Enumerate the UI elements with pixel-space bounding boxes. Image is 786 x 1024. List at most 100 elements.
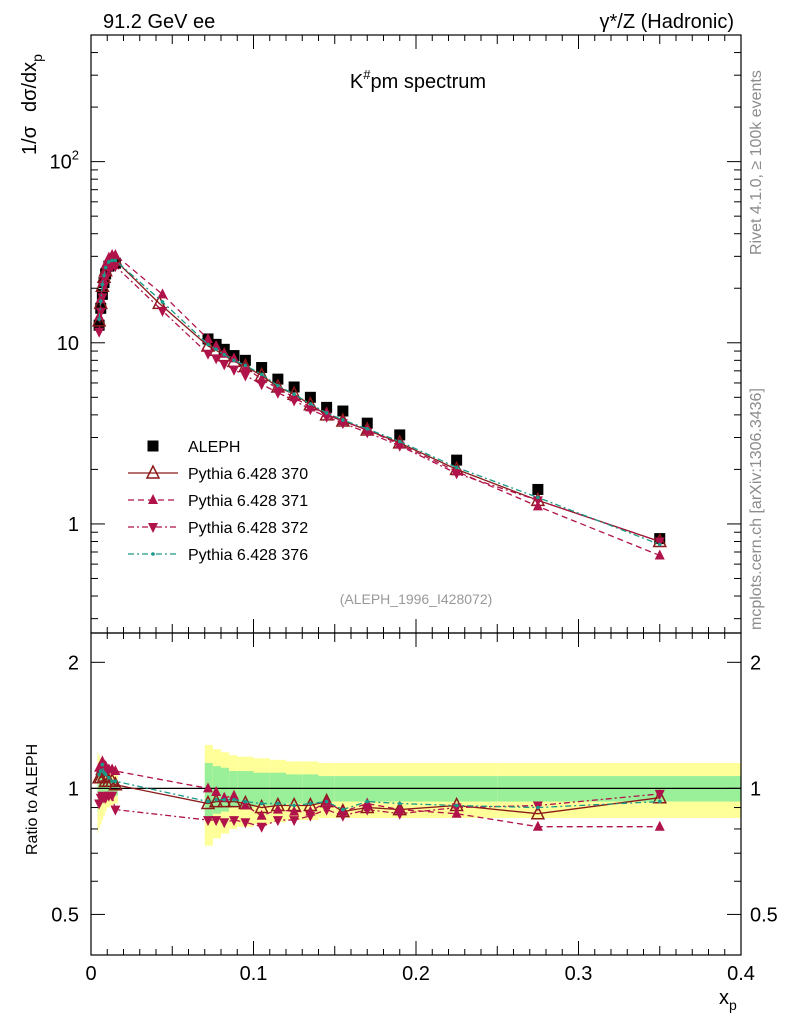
ratio-point: [337, 811, 348, 822]
ratio-point: [272, 816, 283, 827]
ratio-point: [394, 809, 405, 820]
ratio-point: [654, 789, 665, 800]
data-point: [451, 469, 462, 480]
header-left: 91.2 GeV ee: [103, 11, 215, 33]
ratio-point: [654, 820, 665, 831]
data-point: [100, 282, 105, 287]
ratio-point: [211, 816, 222, 827]
data-point: [102, 273, 106, 278]
data-point: [95, 307, 106, 318]
ratio-point: [113, 779, 118, 784]
data-point: [365, 427, 370, 431]
y-tick-label-base: 1: [68, 514, 79, 536]
data-point: [289, 396, 300, 407]
legend-entry: Pythia 6.428 371: [128, 493, 308, 510]
ratio-point: [530, 805, 546, 820]
legend-label: Pythia 6.428 371: [188, 493, 308, 510]
legend-entry: Pythia 6.428 370: [128, 464, 308, 483]
y-tick-label-base: 10: [50, 152, 72, 174]
data-point: [532, 496, 543, 507]
ratio-point: [454, 803, 459, 808]
legend: ALEPH Pythia 6.428 370 Pythia 6.428 371 Pyt…: [128, 439, 308, 564]
ratio-point: [397, 801, 402, 806]
stat-uncertainty-band: [99, 772, 102, 806]
main-panel-frame: [90, 34, 742, 634]
ratio-point: [110, 765, 121, 776]
data-point: [337, 405, 349, 417]
series-pythia-6-428-376: [97, 258, 662, 547]
data-point: [532, 483, 544, 495]
legend-marker: [147, 440, 159, 452]
x-axis-label: xp: [719, 987, 737, 1013]
data-point: [240, 371, 251, 382]
y-tick-label: 102: [50, 148, 79, 174]
data-point: [305, 405, 316, 416]
data-point: [654, 537, 665, 548]
ratio-point: [94, 799, 105, 810]
ratio-point: [292, 803, 296, 808]
ratio-point: [214, 797, 218, 802]
ratio-point: [289, 816, 300, 827]
data-point: [229, 352, 239, 363]
ratio-point: [256, 809, 267, 820]
title-sup: #: [363, 67, 371, 82]
ratio-point: [256, 822, 267, 833]
ratio-point: [341, 807, 345, 812]
x-tick-label: 0.2: [402, 963, 430, 985]
ratio-point: [103, 772, 108, 777]
data-point: [203, 349, 213, 360]
legend-entry: Pythia 6.428 376: [128, 547, 308, 564]
legend-marker: [151, 552, 155, 556]
rivet-version-label: Rivet 4.1.0, ≥ 100k events: [748, 70, 765, 255]
ratio-y-tick-label-right: 2: [750, 652, 761, 674]
y-tick-label-base: 10: [57, 333, 79, 355]
data-point: [454, 465, 459, 470]
ratio-point: [107, 775, 111, 780]
ratio-point: [229, 816, 239, 827]
data-point: [451, 454, 463, 466]
data-point: [219, 360, 230, 371]
ratio-point: [240, 818, 251, 829]
ratio-point: [229, 789, 239, 800]
legend-label: Pythia 6.428 372: [188, 520, 308, 537]
data-point: [219, 347, 230, 358]
xlabel-main: x: [719, 987, 729, 1009]
ratio-point: [107, 791, 118, 802]
ratio-point: [203, 816, 213, 827]
data-point: [341, 418, 345, 422]
data-point: [276, 383, 280, 388]
data-point: [94, 327, 105, 338]
ratio-point: [222, 797, 227, 802]
ratio-point: [321, 805, 332, 816]
series-aleph: [93, 257, 666, 545]
series-pythia-6-428-371: [94, 249, 665, 560]
ratio-point: [203, 782, 213, 793]
ratio-panel-frame: [90, 632, 742, 956]
main-ylabel: 1/σ dσ/dxp: [19, 54, 45, 155]
data-point: [110, 249, 121, 260]
ratio-point: [365, 799, 370, 804]
ratio-point: [208, 792, 224, 808]
title-main: K: [350, 71, 364, 93]
ratio-point: [211, 786, 222, 797]
data-point: [110, 258, 114, 263]
data-point: [337, 419, 348, 430]
data-point: [97, 317, 101, 321]
ratio-point: [110, 779, 114, 784]
stat-uncertainty-band: [97, 767, 99, 812]
ratio-point: [536, 805, 540, 810]
stat-uncertainty-band: [221, 767, 230, 812]
stat-uncertainty-band: [237, 771, 254, 808]
data-point: [222, 352, 227, 357]
data-point: [536, 495, 540, 500]
data-point: [160, 300, 165, 304]
data-point: [308, 402, 313, 406]
stat-uncertainty-band: [269, 772, 286, 806]
ratio-point: [206, 799, 210, 804]
x-tick-label: 0.1: [240, 963, 268, 985]
data-point: [321, 412, 332, 423]
ratio-y-tick-label-left: 2: [68, 652, 79, 674]
ratio-series-pythia-6-428-372: [94, 789, 665, 833]
